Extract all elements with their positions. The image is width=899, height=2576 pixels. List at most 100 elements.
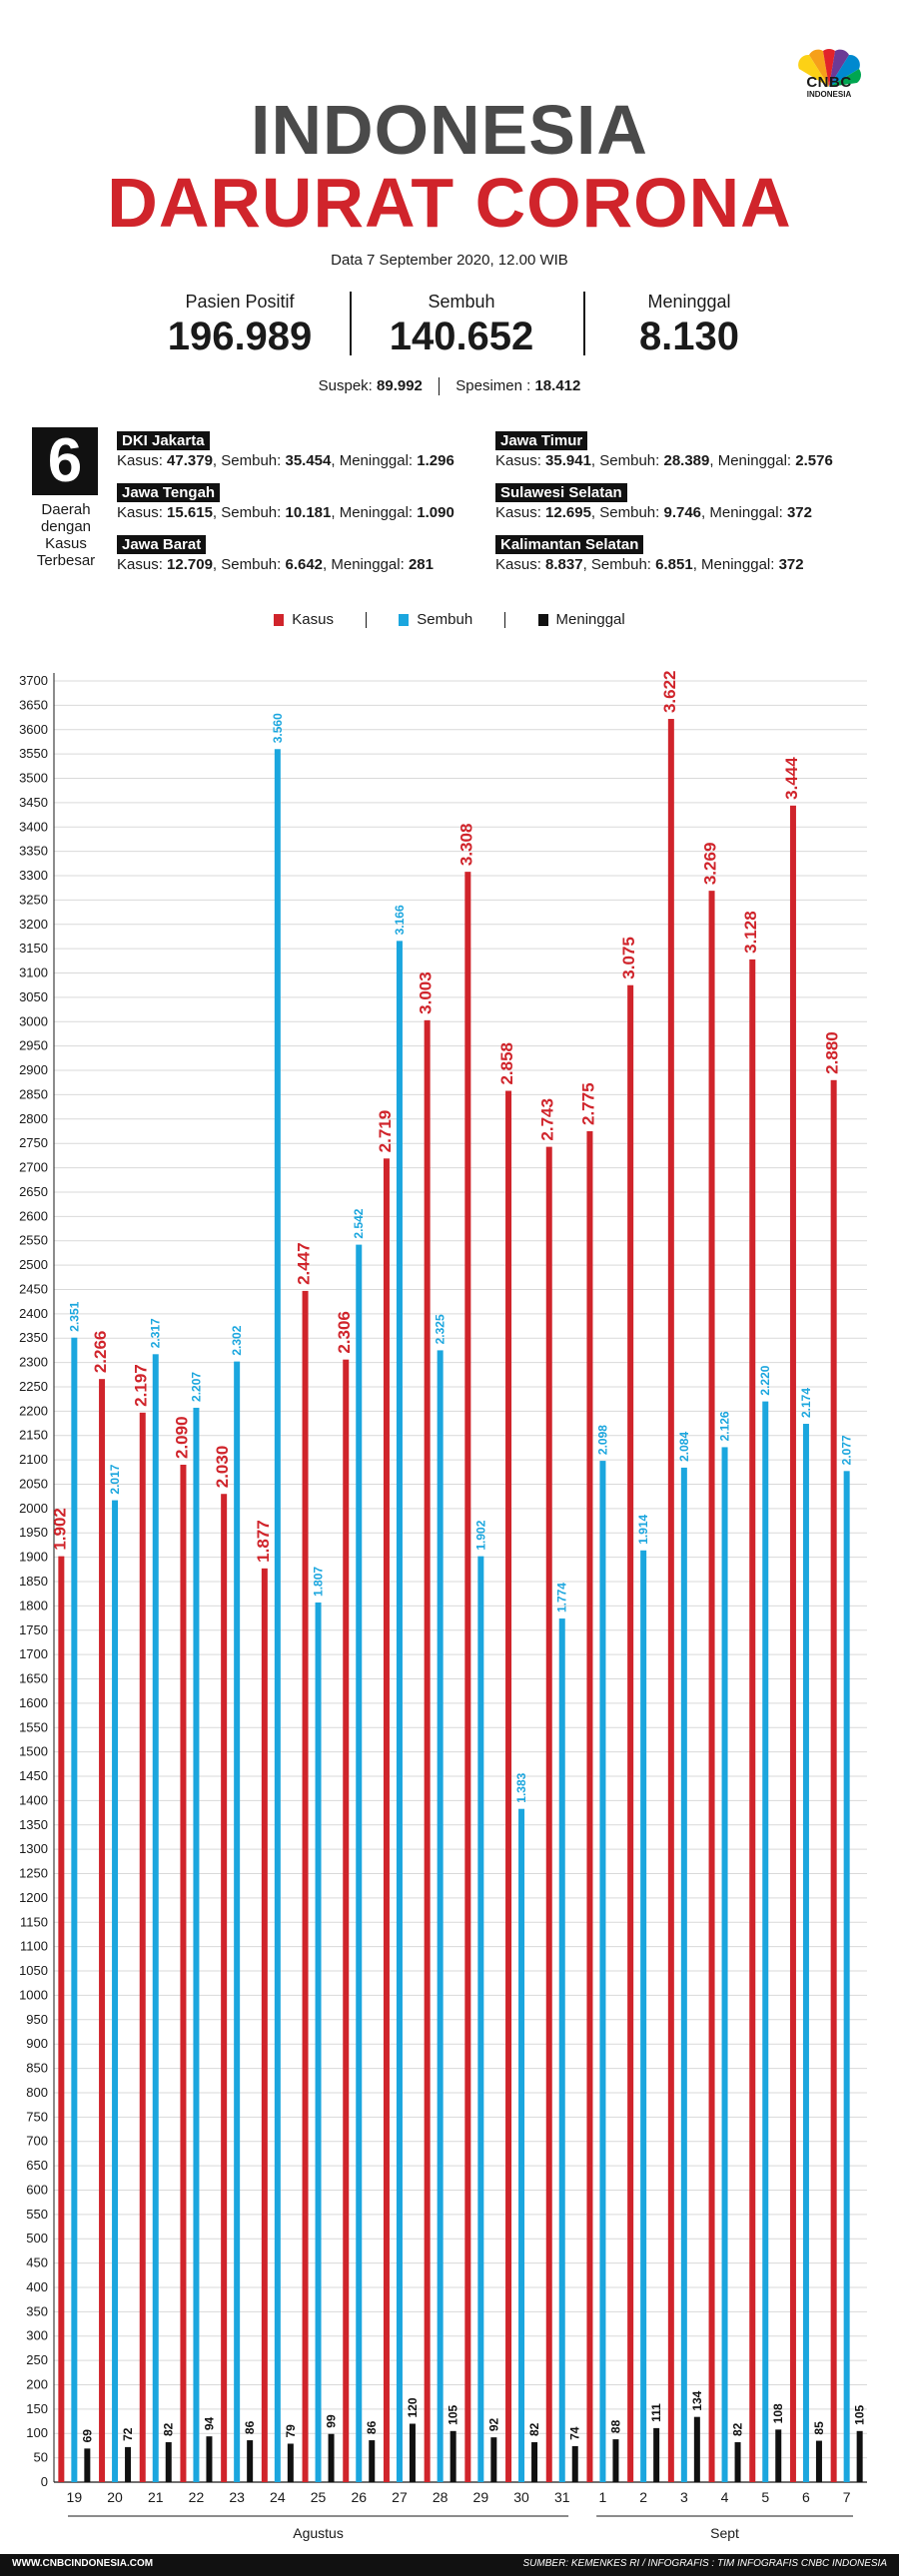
region-card: Jawa Barat Kasus: 12.709, Sembuh: 6.642, … xyxy=(117,535,516,573)
data-label-meninggal: 120 xyxy=(406,2397,420,2417)
stat-value: 196.989 xyxy=(167,315,313,358)
region-count-badge: 6 xyxy=(32,427,98,495)
data-label-meninggal: 72 xyxy=(121,2427,135,2441)
y-tick-label: 3200 xyxy=(19,917,48,932)
data-label-kasus: 2.030 xyxy=(213,1446,232,1489)
data-label-kasus: 3.128 xyxy=(741,911,760,954)
x-tick-label: 5 xyxy=(761,2489,769,2505)
bar-meninggal xyxy=(247,2440,254,2482)
y-tick-label: 400 xyxy=(26,2279,48,2294)
y-tick-label: 3150 xyxy=(19,941,48,956)
legend-swatch xyxy=(399,614,410,627)
data-label-kasus: 3.622 xyxy=(660,670,679,713)
bar-kasus xyxy=(343,1359,350,2482)
stat-divider xyxy=(350,292,352,355)
x-tick-label: 28 xyxy=(433,2489,449,2505)
data-label-sembuh: 2.174 xyxy=(799,1388,813,1418)
region-figure-label: Sembuh: xyxy=(590,556,656,573)
data-label-meninggal: 105 xyxy=(447,2404,460,2424)
y-tick-label: 1000 xyxy=(19,1987,48,2002)
data-label-meninggal: 134 xyxy=(690,2390,704,2410)
stat-label: Sembuh xyxy=(428,292,495,312)
bar-kasus xyxy=(789,805,796,2482)
suspek-spesimen-line: Suspek: 89.992 Spesimen : 18.412 xyxy=(0,377,899,396)
y-tick-label: 600 xyxy=(26,2182,48,2197)
bar-sembuh xyxy=(396,941,403,2482)
bar-meninggal xyxy=(369,2440,376,2482)
data-label-meninggal: 92 xyxy=(486,2417,500,2431)
cnbc-peacock-logo-icon xyxy=(798,49,861,87)
region-figure-value: 1.296 xyxy=(417,452,454,469)
bar-sembuh xyxy=(152,1354,159,2482)
region-figures: Kasus: 15.615, Sembuh: 10.181, Meninggal… xyxy=(117,504,454,521)
bar-kasus xyxy=(221,1494,228,2482)
bar-meninggal xyxy=(775,2429,782,2482)
region-name: Sulawesi Selatan xyxy=(495,483,627,502)
y-tick-label: 2350 xyxy=(19,1330,48,1345)
bar-kasus xyxy=(139,1412,146,2482)
region-figure-value: 12.709 xyxy=(167,556,213,573)
x-tick-label: 4 xyxy=(721,2489,729,2505)
bar-kasus xyxy=(424,1019,431,2482)
stat-value: 140.652 xyxy=(389,315,534,358)
x-tick-label: 20 xyxy=(107,2489,123,2505)
x-tick-label: 22 xyxy=(189,2489,205,2505)
legend-label: Sembuh xyxy=(417,611,473,628)
region-figure-value: 372 xyxy=(786,504,812,521)
y-tick-label: 3700 xyxy=(19,673,48,688)
region-figure-value: 35.454 xyxy=(285,452,332,469)
y-tick-label: 500 xyxy=(26,2231,48,2246)
y-tick-label: 3550 xyxy=(19,746,48,761)
footer-source: SUMBER: KEMENKES RI / INFOGRAFIS : TIM I… xyxy=(522,2558,887,2569)
x-tick-label: 27 xyxy=(392,2489,408,2505)
y-tick-label: 250 xyxy=(26,2352,48,2367)
region-figure-value: 35.941 xyxy=(545,452,591,469)
y-tick-label: 1700 xyxy=(19,1646,48,1661)
data-label-sembuh: 1.774 xyxy=(555,1583,569,1612)
stat-label: Meninggal xyxy=(647,292,731,312)
y-tick-label: 3100 xyxy=(19,966,48,980)
region-figure-label: Sembuh: xyxy=(599,504,664,521)
x-tick-label: 6 xyxy=(802,2489,810,2505)
y-tick-label: 1200 xyxy=(19,1890,48,1905)
bar-sembuh xyxy=(843,1471,850,2482)
y-tick-label: 3400 xyxy=(19,819,48,834)
y-tick-label: 1150 xyxy=(20,1914,48,1929)
y-tick-label: 800 xyxy=(26,2085,48,2100)
data-label-kasus: 3.075 xyxy=(619,937,638,979)
bar-sembuh xyxy=(112,1500,119,2482)
data-label-kasus: 1.902 xyxy=(50,1508,69,1551)
data-label-kasus: 2.266 xyxy=(91,1331,110,1374)
region-figure-value: 9.746 xyxy=(663,504,702,521)
y-tick-label: 150 xyxy=(26,2401,48,2416)
bar-kasus xyxy=(545,1146,552,2482)
y-tick-label: 1650 xyxy=(19,1671,48,1686)
region-figures: Kasus: 35.941, Sembuh: 28.389, Meninggal… xyxy=(495,452,833,469)
data-label-kasus: 3.444 xyxy=(782,757,801,800)
bar-kasus xyxy=(830,1079,837,2482)
legend-kasus: Kasus xyxy=(274,611,334,628)
bar-meninggal xyxy=(84,2448,91,2482)
bar-kasus xyxy=(261,1568,268,2482)
region-figure-label: Kasus: xyxy=(495,504,546,521)
data-label-sembuh: 2.325 xyxy=(434,1314,448,1344)
stat-meninggal: Meninggal 8.130 xyxy=(579,292,799,359)
region-card: Jawa Tengah Kasus: 15.615, Sembuh: 10.181… xyxy=(117,483,516,521)
bar-kasus xyxy=(749,959,756,2482)
data-label-sembuh: 2.317 xyxy=(149,1318,163,1348)
y-tick-label: 2400 xyxy=(19,1306,48,1321)
data-label-meninggal: 94 xyxy=(202,2416,216,2430)
bar-meninggal xyxy=(815,2440,822,2482)
bar-kasus xyxy=(464,872,471,2482)
data-label-meninggal: 86 xyxy=(365,2420,379,2434)
data-label-kasus: 1.877 xyxy=(254,1520,273,1563)
region-figure-value: 1.090 xyxy=(417,504,454,521)
footer-website: WWW.CNBCINDONESIA.COM xyxy=(12,2558,154,2569)
bar-meninggal xyxy=(856,2430,863,2482)
y-tick-label: 1300 xyxy=(19,1841,48,1856)
y-tick-label: 1600 xyxy=(19,1695,48,1710)
y-tick-label: 3000 xyxy=(19,1013,48,1028)
region-figure-label: Sembuh: xyxy=(221,504,286,521)
x-tick-label: 26 xyxy=(351,2489,367,2505)
x-tick-label: 25 xyxy=(311,2489,327,2505)
